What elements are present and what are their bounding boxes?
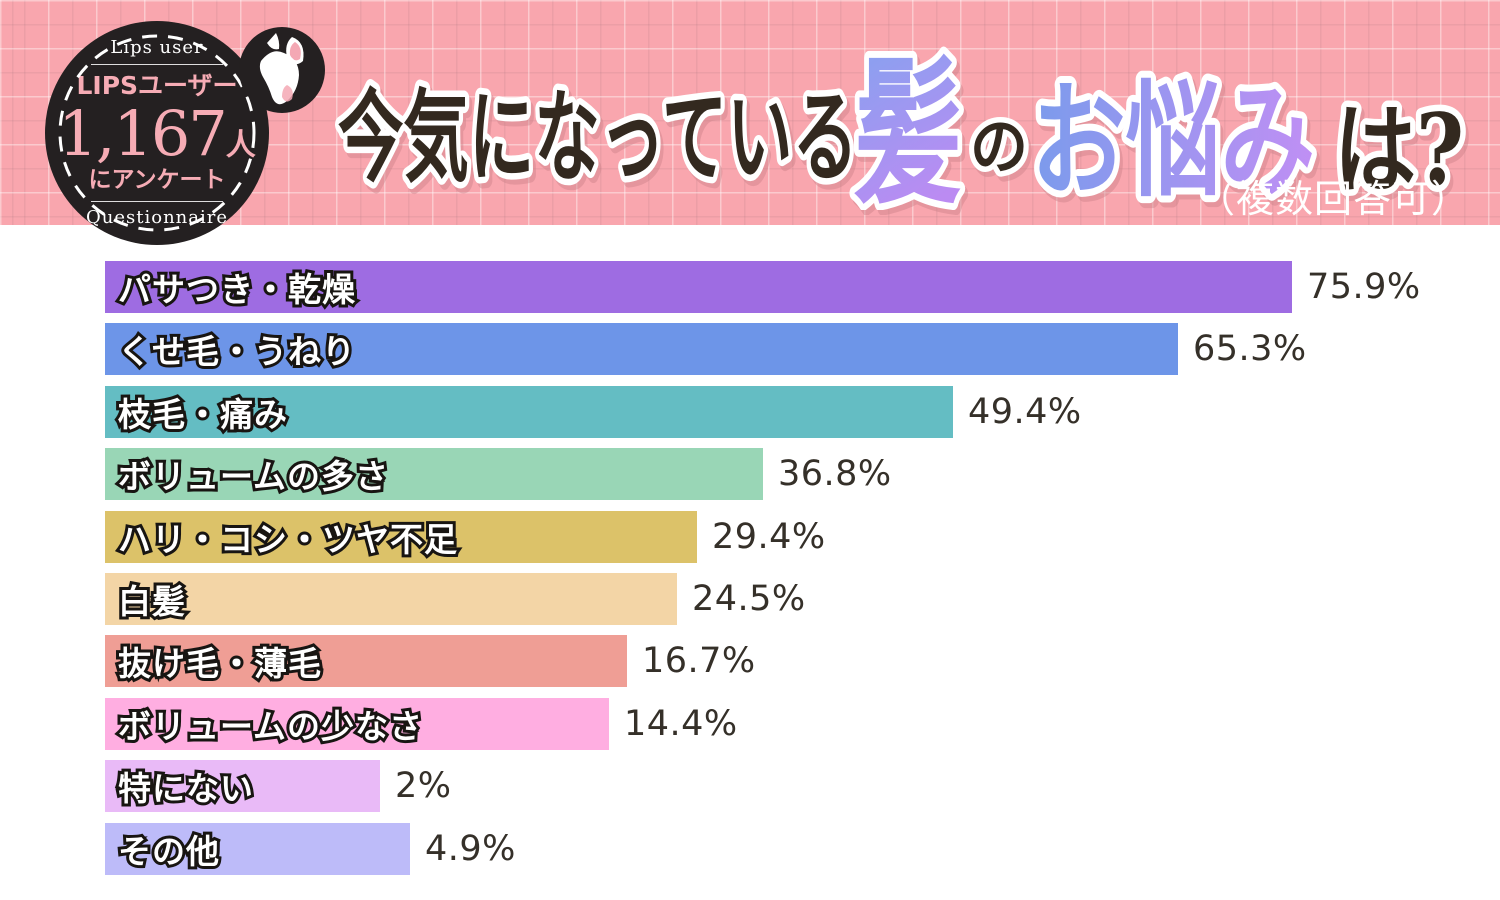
bar-value: 14.4% — [624, 703, 738, 744]
badge-count-row: 1,167人 — [58, 102, 256, 165]
bar: ハリ・コシ・ツヤ不足 — [105, 510, 697, 563]
title-part5-wa: は? — [1334, 93, 1464, 208]
survey-badge: Lips user LIPSユーザー 1,167人 にアンケート Questio… — [45, 21, 269, 245]
badge-audience-label: LIPSユーザー — [76, 70, 238, 100]
bar-row-nukege: 抜け毛・薄毛 16.7% — [105, 635, 1500, 688]
bar-row-pasatsuki: パサつき・乾燥 75.9% — [105, 261, 1500, 313]
bar-row-edage: 枝毛・痛み 49.4% — [105, 385, 1500, 438]
bar-label: その他 — [115, 829, 222, 874]
bar-label: ボリュームの少なさ — [115, 704, 425, 749]
bar: その他 — [105, 822, 410, 875]
bar-row-volume-oosa: ボリュームの多さ 36.8% — [105, 448, 1500, 501]
bar-chart: パサつき・乾燥 75.9% くせ毛・うねり 65.3% 枝毛・痛み 49.4% … — [105, 261, 1500, 885]
bar-value: 36.8% — [778, 454, 892, 495]
bar: 特にない — [105, 760, 380, 813]
bar-label: くせ毛・うねり — [115, 329, 358, 374]
bar-label: ボリュームの多さ — [115, 454, 391, 499]
bar: 枝毛・痛み — [105, 385, 953, 438]
bar-label: 白髪 — [115, 579, 188, 624]
bar-value: 4.9% — [425, 828, 516, 869]
badge-count-unit: 人 — [225, 127, 256, 163]
bar-value: 65.3% — [1193, 329, 1307, 370]
bar: ボリュームの多さ — [105, 448, 763, 501]
badge-divider-top — [91, 63, 223, 65]
title-part4-onayami: お悩み — [1031, 69, 1315, 210]
bar-value: 29.4% — [712, 516, 826, 557]
bar: ボリュームの少なさ — [105, 697, 609, 750]
multiple-answers-note: （複数回答可） — [1196, 177, 1470, 221]
page-title: 今気になっている 髪 の お悩み は? — [332, 34, 1471, 210]
bar-value: 24.5% — [692, 578, 806, 619]
bar-row-sonota: その他 4.9% — [105, 822, 1500, 875]
bar: 抜け毛・薄毛 — [105, 635, 627, 688]
bar-label: 抜け毛・薄毛 — [115, 641, 324, 686]
bar-label: ハリ・コシ・ツヤ不足 — [115, 517, 460, 562]
bar-row-tokuninai: 特にない 2% — [105, 760, 1500, 813]
bar-label: 特にない — [115, 766, 256, 811]
badge-count: 1,167 — [58, 96, 227, 170]
bar-value: 49.4% — [968, 391, 1082, 432]
badge-survey-label: にアンケート — [88, 166, 226, 193]
lips-deer-logo-icon — [239, 27, 325, 113]
bar-row-hari-koshi: ハリ・コシ・ツヤ不足 29.4% — [105, 510, 1500, 563]
bar-row-shiraga: 白髪 24.5% — [105, 572, 1500, 625]
bar-value: 2% — [395, 766, 452, 807]
bar-value: 16.7% — [642, 641, 756, 682]
bar: くせ毛・うねり — [105, 323, 1178, 376]
bar-row-volume-sukunasa: ボリュームの少なさ 14.4% — [105, 697, 1500, 750]
badge-top-label: Lips user — [110, 36, 204, 58]
title-part1: 今気になっている — [338, 78, 858, 196]
bar-label: パサつき・乾燥 — [115, 267, 358, 312]
title-part2-kami: 髪 — [854, 41, 962, 210]
badge-divider-bottom — [91, 201, 223, 203]
bar-row-kusege: くせ毛・うねり 65.3% — [105, 323, 1500, 376]
bar: 白髪 — [105, 572, 677, 625]
bar-label: 枝毛・痛み — [115, 392, 290, 437]
bar: パサつき・乾燥 — [105, 261, 1292, 313]
bar-value: 75.9% — [1307, 267, 1421, 307]
title-part3-no: の — [970, 110, 1028, 183]
badge-dashed-ring — [58, 34, 256, 232]
